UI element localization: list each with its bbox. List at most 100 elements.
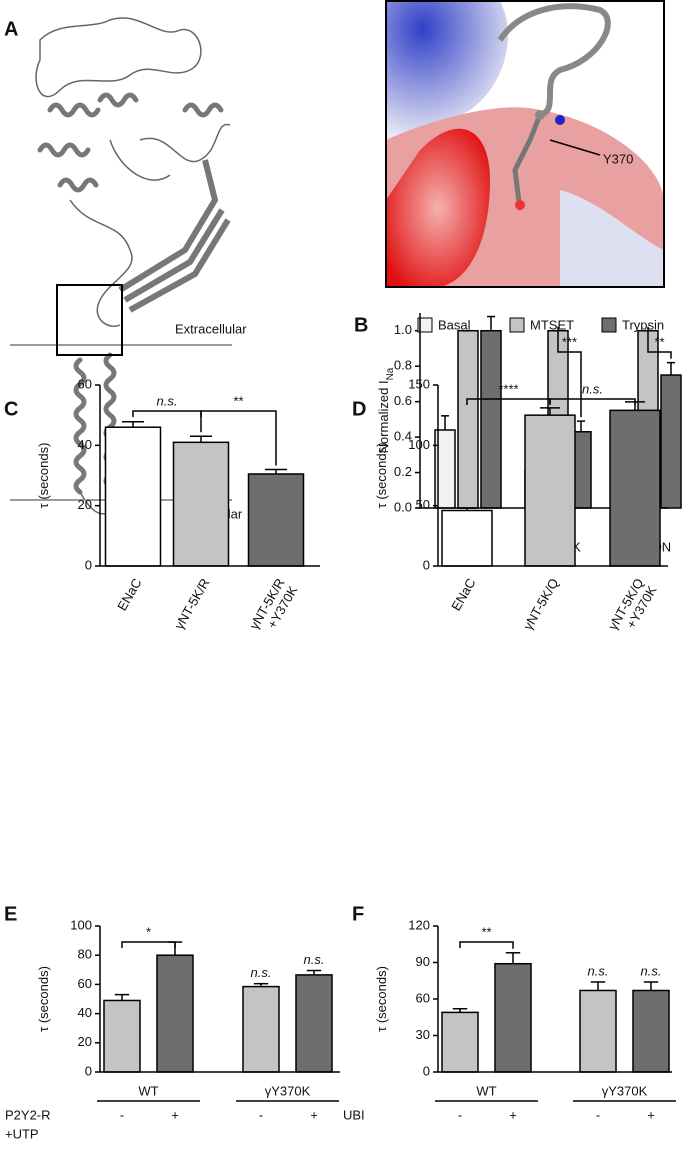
condition-sign: +: [171, 1107, 179, 1122]
panel-label: C: [4, 398, 18, 420]
y-axis-label-text: Normalized I: [376, 380, 391, 453]
row-label: P2Y2-R: [5, 1107, 51, 1122]
significance-bracket: [200, 410, 277, 466]
inset-label: Y370: [603, 151, 633, 166]
significance-label: n.s.: [588, 963, 609, 978]
error-bar: [643, 981, 659, 991]
error-bar: [452, 1007, 468, 1013]
bar: [441, 1011, 479, 1073]
significance-label: **: [481, 924, 491, 939]
panel-label: D: [352, 398, 366, 420]
significance-bracket: [557, 326, 582, 418]
significance-label: *: [146, 924, 151, 939]
group-label: WT: [138, 1083, 158, 1098]
y-tick-label: 20: [78, 497, 92, 512]
bar: [247, 473, 305, 567]
y-tick-label: 50: [416, 497, 430, 512]
error-bar: [122, 421, 144, 428]
y-tick-label: 0: [423, 557, 430, 572]
bar: [632, 989, 670, 1073]
significance-label: n.s.: [641, 963, 662, 978]
condition-sign: -: [458, 1107, 462, 1122]
y-tick-label: 40: [78, 437, 92, 452]
error-bar: [505, 952, 521, 964]
inset-surface: [386, 1, 664, 287]
y-axis-label: τ (seconds): [374, 443, 389, 509]
panel-label: B: [354, 314, 368, 336]
bar: [295, 974, 333, 1073]
y-tick-label: 0.4: [394, 429, 412, 444]
y-tick-label: 60: [78, 976, 92, 991]
error-bar: [114, 993, 130, 1001]
membrane-label: Extracellular: [175, 321, 247, 336]
panel-label: E: [4, 903, 17, 925]
x-tick-label: ENaC: [448, 576, 478, 614]
y-tick-label: 0.8: [394, 358, 412, 373]
y-tick-label: 90: [416, 954, 430, 969]
significance-bracket: [647, 326, 672, 359]
error-bar: [590, 981, 606, 991]
condition-sign: -: [259, 1107, 263, 1122]
y-tick-label: 100: [70, 917, 92, 932]
bar: [103, 999, 141, 1073]
error-bar: [306, 969, 322, 975]
bar: [457, 329, 479, 509]
error-bar: [441, 415, 449, 430]
group-label: γY370K: [602, 1083, 648, 1098]
significance-bracket: [132, 410, 202, 433]
y-tick-label: 30: [416, 1027, 430, 1042]
bar: [242, 985, 280, 1073]
pointer: [549, 139, 601, 156]
significance-bracket: [466, 398, 551, 405]
y-axis-label-text: τ (seconds): [36, 443, 51, 509]
bar: [156, 954, 194, 1073]
significance-label: n.s.: [157, 393, 178, 408]
y-tick-label: 150: [408, 376, 430, 391]
error-bar: [265, 468, 287, 474]
y-tick-label: 0: [423, 1063, 430, 1078]
significance-bracket: [549, 398, 636, 405]
y-tick-label: 0: [85, 557, 92, 572]
error-bar: [577, 420, 585, 432]
significance-label: n.s.: [304, 952, 325, 967]
condition-sign: +: [647, 1107, 655, 1122]
y-axis-label-text: τ (seconds): [374, 443, 389, 509]
y-axis-label: τ (seconds): [36, 966, 51, 1032]
bar: [524, 414, 576, 567]
bar: [660, 374, 682, 509]
significance-label: ***: [562, 334, 577, 349]
bar: [609, 409, 661, 567]
y-axis-label: τ (seconds): [36, 443, 51, 509]
significance-label: n.s.: [251, 965, 272, 980]
legend-label: Basal: [438, 317, 471, 332]
legend-label: Trypsin: [622, 317, 664, 332]
panel-label: F: [352, 903, 364, 925]
bar: [441, 509, 493, 567]
y-tick-label: 0.0: [394, 499, 412, 514]
x-tick-label: γNT-5K/R: [171, 576, 212, 632]
significance-bracket: [459, 941, 514, 949]
condition-sign: +: [310, 1107, 318, 1122]
row-label: +UTP: [5, 1126, 39, 1141]
significance-label: **: [654, 334, 664, 349]
error-bar: [253, 982, 269, 987]
y-tick-label: 60: [416, 990, 430, 1005]
significance-label: n.s.: [582, 381, 603, 396]
bar: [480, 329, 502, 509]
legend-swatch: [509, 317, 525, 333]
error-bar: [540, 407, 560, 416]
inset-frame: [385, 0, 665, 288]
legend-label: MTSET: [530, 317, 574, 332]
panel-label: A: [4, 18, 18, 40]
bar: [494, 962, 532, 1073]
error-bar: [487, 315, 495, 331]
y-axis-label: Normalized INa: [376, 367, 395, 453]
y-tick-label: 100: [408, 437, 430, 452]
condition-sign: +: [509, 1107, 517, 1122]
bar: [172, 441, 230, 567]
significance-label: ****: [498, 381, 518, 396]
y-tick-label: 0: [85, 1063, 92, 1078]
y-tick-label: 80: [78, 947, 92, 962]
bar: [104, 426, 162, 567]
